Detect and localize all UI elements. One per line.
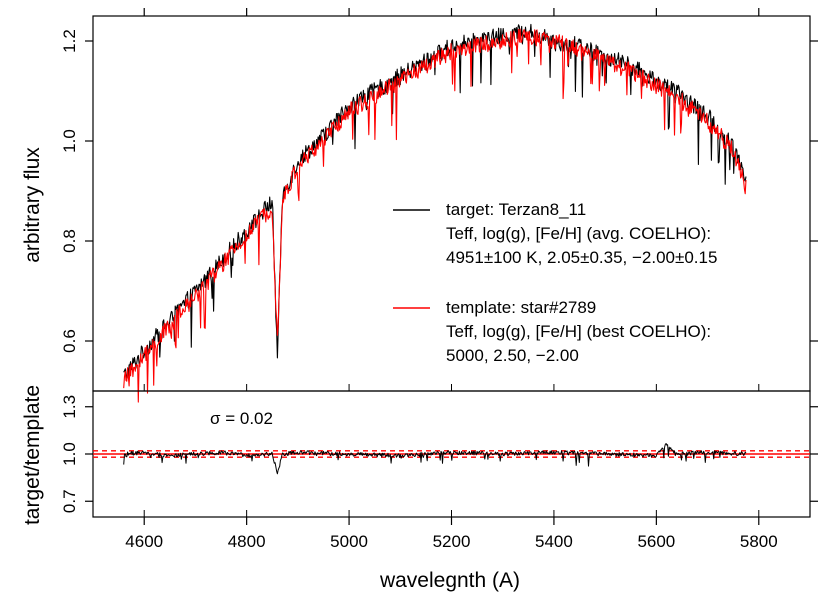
y-tick-label: 0.7 bbox=[60, 489, 79, 513]
ratio-line bbox=[123, 443, 747, 475]
legend-text: 4951±100 K, 2.05±0.35, −2.00±0.15 bbox=[446, 248, 717, 267]
y-tick-label: 1.0 bbox=[60, 129, 79, 153]
y-tick-label: 1.0 bbox=[60, 442, 79, 466]
spectrum-line-1 bbox=[123, 28, 747, 403]
legend-text: Teff, log(g), [Fe/H] (avg. COELHO): bbox=[446, 224, 711, 243]
x-tick-label: 5800 bbox=[740, 532, 778, 551]
y-tick-label: 1.2 bbox=[60, 29, 79, 53]
y-axis-title-ratio: target/template bbox=[21, 385, 44, 525]
x-axis: 4600 4800 5000 5200 5400 5600 5800 bbox=[125, 517, 778, 551]
x-tick-label: 5600 bbox=[637, 532, 675, 551]
x-tick-label: 5200 bbox=[433, 532, 471, 551]
legend-text: Teff, log(g), [Fe/H] (best COELHO): bbox=[446, 322, 711, 341]
legend-text: target: Terzan8_11 bbox=[446, 200, 586, 219]
y-tick-label: 0.6 bbox=[60, 329, 79, 353]
spectrum-panel: 0.6 0.8 1.0 1.2 bbox=[60, 8, 818, 403]
legend: target: Terzan8_11 Teff, log(g), [Fe/H] (… bbox=[393, 200, 717, 365]
x-tick-label: 5400 bbox=[535, 532, 573, 551]
y-tick-label: 1.3 bbox=[60, 395, 79, 419]
sigma-annotation: σ = 0.02 bbox=[210, 409, 273, 428]
y-tick-label: 0.8 bbox=[60, 229, 79, 253]
legend-text: 5000, 2.50, −2.00 bbox=[446, 346, 579, 365]
x-tick-label: 4800 bbox=[228, 532, 266, 551]
ratio-panel: 0.7 1.0 1.3 bbox=[60, 390, 818, 518]
x-tick-label: 4600 bbox=[125, 532, 163, 551]
x-axis-title: wavelegnth (A) bbox=[379, 569, 520, 592]
legend-text: template: star#2789 bbox=[446, 298, 596, 317]
y-axis-title-flux: arbitrary flux bbox=[21, 147, 44, 263]
x-tick-label: 5000 bbox=[330, 532, 368, 551]
